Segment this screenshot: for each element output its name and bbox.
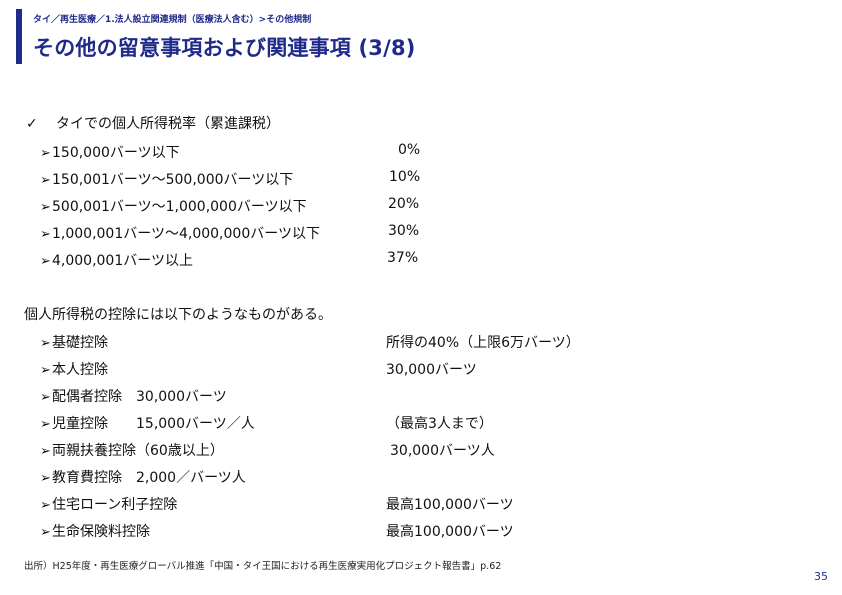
- deduction-value: 30,000バーツ: [386, 362, 477, 378]
- arrow-bullet-icon: ➢: [40, 444, 51, 459]
- page-title: その他の留意事項および関連事項 (3/8): [33, 36, 416, 60]
- deduction-value: （最高3人まで）: [386, 416, 493, 432]
- deduction-row: ➢両親扶養控除（60歳以上） 30,000バーツ人: [40, 440, 600, 462]
- arrow-bullet-icon: ➢: [40, 336, 51, 351]
- arrow-bullet-icon: ➢: [40, 363, 51, 378]
- page-number: 35: [814, 570, 828, 583]
- deduction-row: ➢生命保険料控除 最高100,000バーツ: [40, 521, 600, 543]
- deduction-label: 両親扶養控除（60歳以上）: [52, 443, 224, 459]
- tax-bracket-label: 150,001バーツ～500,000バーツ以下: [52, 172, 294, 188]
- tax-bracket-label: 150,000バーツ以下: [52, 145, 180, 161]
- tax-rate-row: ➢150,001バーツ～500,000バーツ以下 10%: [40, 169, 440, 191]
- tax-rate-value: 10%: [389, 169, 421, 185]
- deduction-value: 30,000バーツ人: [390, 443, 495, 459]
- tax-rate-value: 37%: [387, 250, 419, 266]
- tax-bracket-label: 1,000,001バーツ～4,000,000バーツ以下: [52, 226, 320, 242]
- deduction-label: 住宅ローン利子控除: [52, 497, 178, 513]
- arrow-bullet-icon: ➢: [40, 146, 51, 161]
- source-note: 出所）H25年度・再生医療グローバル推進「中国・タイ王国における再生医療実用化プ…: [24, 561, 502, 572]
- tax-rate-heading-text: タイでの個人所得税率（累進課税）: [56, 116, 280, 132]
- deduction-row: ➢配偶者控除 30,000バーツ: [40, 386, 600, 408]
- deduction-heading: 個人所得税の控除には以下のようなものがある。: [24, 307, 332, 323]
- deduction-label: 基礎控除: [52, 335, 108, 351]
- arrow-bullet-icon: ➢: [40, 498, 51, 513]
- deduction-row: ➢本人控除 30,000バーツ: [40, 359, 600, 381]
- arrow-bullet-icon: ➢: [40, 417, 51, 432]
- tax-rate-value: 30%: [388, 223, 420, 239]
- tax-rate-value: 20%: [388, 196, 420, 212]
- tax-rate-value: 0%: [398, 142, 421, 158]
- arrow-bullet-icon: ➢: [40, 200, 51, 215]
- deduction-row: ➢教育費控除 2,000／バーツ人: [40, 467, 600, 489]
- deduction-label: 児童控除 15,000バーツ／人: [52, 416, 255, 432]
- title-accent-bar: [16, 9, 22, 64]
- deduction-label: 本人控除: [52, 362, 108, 378]
- arrow-bullet-icon: ➢: [40, 525, 51, 540]
- tax-rate-row: ➢1,000,001バーツ～4,000,000バーツ以下 30%: [40, 223, 440, 245]
- tax-bracket-label: 4,000,001バーツ以上: [52, 253, 193, 269]
- breadcrumb: タイ／再生医療／1.法人設立関連規制（医療法人含む）>その他規制: [33, 15, 312, 25]
- tax-rate-row: ➢500,001バーツ～1,000,000バーツ以下 20%: [40, 196, 440, 218]
- deduction-row: ➢児童控除 15,000バーツ／人 （最高3人まで）: [40, 413, 600, 435]
- deduction-label: 配偶者控除 30,000バーツ: [52, 389, 227, 405]
- arrow-bullet-icon: ➢: [40, 254, 51, 269]
- deduction-row: ➢基礎控除 所得の40%（上限6万バーツ）: [40, 332, 600, 354]
- deduction-row: ➢住宅ローン利子控除 最高100,000バーツ: [40, 494, 600, 516]
- deduction-value: 所得の40%（上限6万バーツ）: [386, 335, 580, 351]
- arrow-bullet-icon: ➢: [40, 471, 51, 486]
- tax-rate-heading: ✓ タイでの個人所得税率（累進課税）: [26, 113, 280, 133]
- deduction-value: 最高100,000バーツ: [386, 524, 514, 540]
- tax-bracket-label: 500,001バーツ～1,000,000バーツ以下: [52, 199, 307, 215]
- arrow-bullet-icon: ➢: [40, 390, 51, 405]
- deduction-label: 教育費控除 2,000／バーツ人: [52, 470, 246, 486]
- tax-rate-row: ➢150,000バーツ以下 0%: [40, 142, 440, 164]
- deduction-value: 最高100,000バーツ: [386, 497, 514, 513]
- arrow-bullet-icon: ➢: [40, 227, 51, 242]
- check-icon: ✓: [26, 116, 38, 132]
- arrow-bullet-icon: ➢: [40, 173, 51, 188]
- tax-rate-row: ➢4,000,001バーツ以上 37%: [40, 250, 440, 272]
- deduction-label: 生命保険料控除: [52, 524, 150, 540]
